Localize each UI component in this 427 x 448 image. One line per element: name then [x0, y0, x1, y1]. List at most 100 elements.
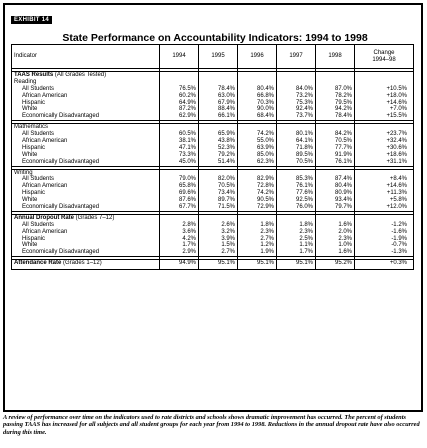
table-value: 90.5% [256, 197, 274, 204]
spacer [201, 124, 235, 131]
section-title: Annual Dropout Rate (Grades 7–12) [14, 215, 157, 222]
header-col-5: 1998 [315, 44, 355, 69]
table-value: 1.8% [260, 221, 274, 228]
accountability-table: Indicator 1994 1995 1996 1997 1998 Change 1994–… [11, 44, 414, 271]
table-value: 77.7% [334, 144, 352, 151]
table-value: 70.5% [295, 158, 313, 165]
table-value: 79.5% [334, 99, 352, 106]
table-value: 92.5% [295, 197, 313, 204]
change-cell: +10.5% +18.0% +14.6% +7.0% +15.5% [354, 70, 414, 122]
table-value: 2.3% [299, 228, 313, 235]
section-title-text: Annual Dropout Rate [14, 214, 74, 221]
indicator-cell: Attendance Rate (Grades 1–12) [11, 259, 160, 271]
indicator-cell: Annual Dropout Rate (Grades 7–12) All Stu… [11, 213, 160, 258]
spacer [357, 79, 407, 86]
table-value: 1.7% [182, 242, 196, 249]
indicator-cell: Mathematics All Students African American H… [11, 123, 160, 167]
spacer [318, 215, 352, 222]
value-cell-1: 79.0% 65.8% 69.6% 87.6% 67.7% [159, 168, 199, 212]
table-value: 80.4% [334, 183, 352, 190]
table-value: 77.6% [295, 190, 313, 197]
table-value: 45.0% [178, 158, 196, 165]
change-cell: -1.2% -1.6% -1.9% -0.7% -1.3% [354, 213, 414, 258]
table-value: 85.0% [256, 151, 274, 158]
change-value: -1.9% [391, 235, 407, 242]
section-title-text: TAAS Results [14, 72, 54, 78]
value-cell-4: 85.3% 76.1% 77.6% 92.5% 76.0% [276, 168, 316, 212]
table-value: 78.4% [334, 113, 352, 120]
change-value: +12.0% [386, 204, 407, 211]
table-value: 43.8% [217, 138, 235, 145]
value-cell-2: 65.9% 43.8% 52.3% 79.2% 51.4% [198, 123, 238, 167]
header-col-1: 1994 [159, 44, 199, 69]
change-value: +30.6% [386, 144, 407, 151]
row-label: African American [22, 228, 68, 235]
row-label: Hispanic [22, 190, 46, 197]
value-cell-4: 95.1% [276, 259, 316, 271]
table-section-3: Annual Dropout Rate (Grades 7–12) All Stu… [11, 213, 414, 258]
table-value: 1.5% [221, 242, 235, 249]
row-label: All Students [22, 221, 55, 228]
spacer [201, 72, 235, 79]
table-value: 70.3% [256, 99, 274, 106]
table-value: 1.7% [299, 249, 313, 256]
exhibit-label: EXHIBIT 14 [11, 16, 53, 24]
table-value: 64.1% [295, 138, 313, 145]
table-value: 85.3% [295, 176, 313, 183]
header-col-2: 1995 [198, 44, 238, 69]
table-value: 60.2% [178, 92, 196, 99]
table-value: 2.3% [260, 228, 274, 235]
table-value: 67.9% [217, 99, 235, 106]
table-value: 92.4% [295, 106, 313, 113]
change-value: +32.4% [386, 138, 407, 145]
change-value: +8.4% [389, 176, 407, 183]
table-row-attendance: Attendance Rate (Grades 1–12) 94.9% 95.1% 9… [11, 259, 414, 271]
indicator-cell: Writing All Students African American Hispa… [11, 168, 160, 212]
table-value: 2.5% [299, 235, 313, 242]
spacer [162, 124, 196, 131]
section-subtitle: Writing [14, 169, 33, 176]
value-cell-3: 80.4% 66.8% 70.3% 90.0% 68.4% [237, 70, 277, 122]
spacer [318, 170, 352, 177]
row-label: White [22, 151, 38, 158]
table-value: 73.4% [217, 190, 235, 197]
change-value: -1.3% [391, 249, 407, 256]
table-value: 1.9% [260, 249, 274, 256]
indicator-cell: TAAS Results (All Grades Tested) Reading A… [11, 70, 160, 122]
change-value: -1.6% [391, 228, 407, 235]
value-cell-2: 2.6% 3.2% 3.9% 1.5% 2.7% [198, 213, 238, 258]
section-subtitle: Mathematics [14, 124, 49, 131]
value-cell-2: 78.4% 63.0% 67.9% 88.4% 66.1% [198, 70, 238, 122]
table-value: 89.5% [295, 151, 313, 158]
spacer [240, 79, 274, 86]
row-label: All Students [22, 85, 55, 92]
value-cell-4: 1.8% 2.3% 2.5% 1.1% 1.7% [276, 213, 316, 258]
table-value: 72.8% [256, 183, 274, 190]
spacer [357, 124, 407, 131]
spacer [279, 124, 313, 131]
spacer [279, 170, 313, 177]
section-title-note: (Grades 7–12) [74, 214, 115, 221]
table-value: 73.7% [295, 113, 313, 120]
table-value: 63.9% [256, 144, 274, 151]
header-text: 1998 [328, 53, 342, 60]
table-value: 2.8% [182, 221, 196, 228]
row-label: Economically Disadvantaged [22, 204, 100, 211]
value-cell-3: 74.2% 55.0% 63.9% 85.0% 62.3% [237, 123, 277, 167]
header-text: 1997 [289, 53, 303, 60]
change-value: +10.5% [386, 85, 407, 92]
spacer [357, 170, 407, 177]
row-label: All Students [22, 131, 55, 138]
table-value: 87.0% [334, 85, 352, 92]
table-value: 94.2% [334, 106, 352, 113]
table-value: 93.4% [334, 197, 352, 204]
row-label: African American [22, 138, 68, 145]
table-value: 1.0% [338, 242, 352, 249]
section-subtitle: Reading [14, 78, 37, 85]
table-value: 80.1% [295, 131, 313, 138]
change-value: +23.7% [386, 131, 407, 138]
spacer [162, 170, 196, 177]
table-value: 3.9% [221, 235, 235, 242]
table-value: 78.4% [217, 85, 235, 92]
table-value: 73.3% [178, 151, 196, 158]
